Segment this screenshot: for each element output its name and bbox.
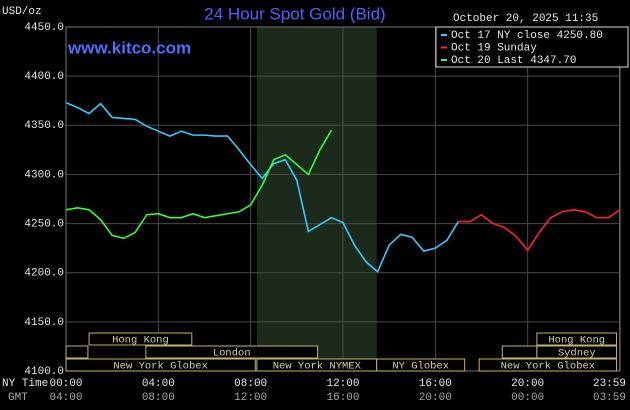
y-tick-label: 4150.0 [24,317,64,329]
legend-entry: Oct 20 Last 4347.70 [451,55,576,67]
session-label: New York Globex [501,360,596,372]
x-tick-label: 00:00 [49,378,82,390]
y-tick-label: 4250.0 [24,218,64,230]
x-axis-label: NY Time [2,378,48,390]
session-box [88,332,193,346]
legend-box [435,26,629,68]
x2-axis-label: GMT [8,392,28,404]
x-tick-label: 20:00 [511,378,544,390]
session-box [65,345,89,359]
x-tick-label: 04:00 [142,378,175,390]
session-label: NY Globex [392,360,449,372]
x2-tick-label: 03:59 [593,392,626,404]
x2-tick-label: 08:00 [142,392,175,404]
timestamp: October 20, 2025 11:35 [453,13,598,25]
session-box [501,345,538,359]
x-tick-label: 12:00 [326,378,359,390]
session-box [145,345,319,359]
session-box [376,358,466,372]
x-tick-label: 23:59 [593,378,626,390]
session-label: Sydney [558,347,596,359]
price-line [65,129,333,240]
x2-tick-label: 16:00 [326,392,359,404]
session-label: London [213,347,251,359]
session-box [536,345,618,359]
session-box [536,332,618,346]
x2-tick-label: 12:00 [234,392,267,404]
session-box [65,358,256,372]
x2-tick-label: 20:00 [419,392,452,404]
price-line [65,101,460,274]
y-tick-label: 4300.0 [24,169,64,181]
y-tick-label: 4450.0 [24,22,64,34]
x-tick-label: 16:00 [419,378,452,390]
legend-entry: Oct 17 NY close 4250.80 [451,30,603,42]
legend-entry: Oct 19 Sunday [451,42,537,54]
y-tick-label: 4350.0 [24,120,64,132]
x2-tick-label: 04:00 [49,392,82,404]
chart-title: 24 Hour Spot Gold (Bid) [204,4,385,23]
price-line [458,208,621,252]
x-tick-label: 08:00 [234,378,267,390]
unit-label: USD/oz [2,6,42,18]
y-tick-label: 4200.0 [24,268,64,280]
session-label: New York NYMEX [273,360,362,372]
session-label: Hong Kong [548,334,605,346]
x2-tick-label: 00:00 [511,392,544,404]
session-box [478,358,618,372]
watermark: www.kitco.com [67,38,191,57]
highlight-band [256,27,377,371]
y-tick-label: 4400.0 [24,71,64,83]
y-tick-label: 4100.0 [24,366,64,378]
session-label: Hong Kong [112,334,169,346]
session-label: New York Globex [113,360,208,372]
